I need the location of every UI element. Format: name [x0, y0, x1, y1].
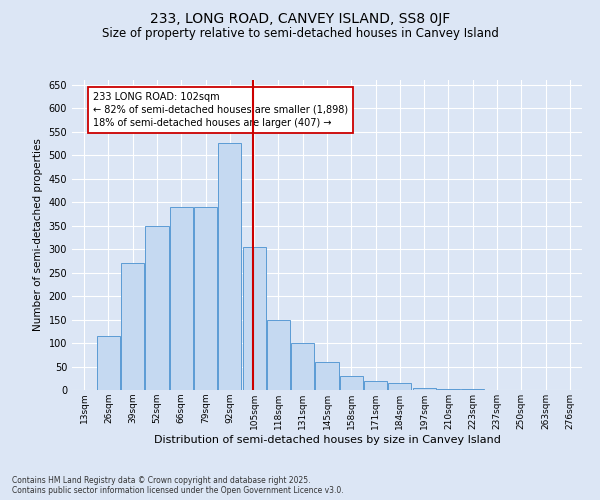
Bar	[267, 320, 290, 390]
X-axis label: Distribution of semi-detached houses by size in Canvey Island: Distribution of semi-detached houses by …	[154, 434, 500, 444]
Bar	[316, 362, 338, 390]
Bar	[218, 144, 241, 390]
Text: 233 LONG ROAD: 102sqm
← 82% of semi-detached houses are smaller (1,898)
18% of s: 233 LONG ROAD: 102sqm ← 82% of semi-deta…	[92, 92, 348, 128]
Text: Size of property relative to semi-detached houses in Canvey Island: Size of property relative to semi-detach…	[101, 28, 499, 40]
Text: Contains HM Land Registry data © Crown copyright and database right 2025.
Contai: Contains HM Land Registry data © Crown c…	[12, 476, 344, 495]
Bar	[461, 389, 484, 390]
Bar	[413, 388, 436, 390]
Bar	[388, 383, 412, 390]
Bar	[242, 246, 266, 390]
Bar	[145, 226, 169, 390]
Bar	[194, 207, 217, 390]
Bar	[437, 388, 460, 390]
Bar	[364, 380, 387, 390]
Text: 233, LONG ROAD, CANVEY ISLAND, SS8 0JF: 233, LONG ROAD, CANVEY ISLAND, SS8 0JF	[150, 12, 450, 26]
Bar	[170, 207, 193, 390]
Y-axis label: Number of semi-detached properties: Number of semi-detached properties	[33, 138, 43, 332]
Bar	[340, 376, 363, 390]
Bar	[291, 343, 314, 390]
Bar	[97, 336, 120, 390]
Bar	[121, 263, 144, 390]
